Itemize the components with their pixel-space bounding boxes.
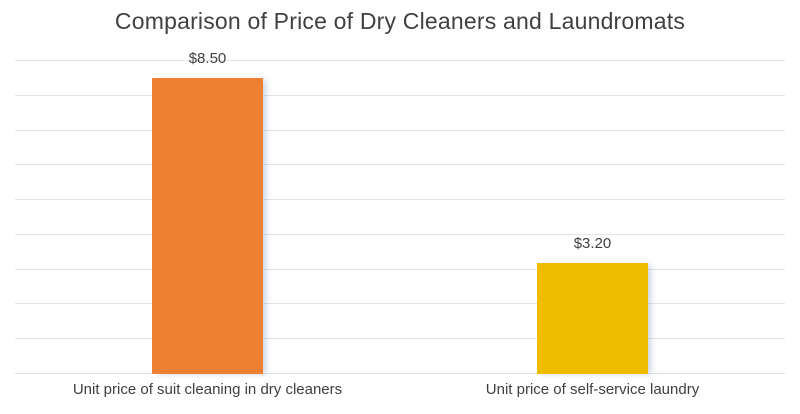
- data-label-self-service-laundry: $3.20: [573, 234, 612, 252]
- bar-slot-dry-cleaners: $8.50: [152, 50, 263, 374]
- gridline: [15, 268, 785, 270]
- data-label-dry-cleaners: $8.50: [188, 50, 227, 68]
- gridline: [15, 129, 785, 131]
- gridline: [15, 94, 785, 96]
- gridline: [15, 303, 785, 305]
- gridline: [15, 164, 785, 166]
- chart-title: Comparison of Price of Dry Cleaners and …: [114, 8, 686, 34]
- plot-area: $8.50 $3.20: [15, 50, 785, 374]
- gridline: [15, 60, 785, 61]
- gridline: [15, 338, 785, 340]
- category-axis: Unit price of suit cleaning in dry clean…: [15, 381, 785, 399]
- x-axis-line: [15, 373, 785, 374]
- category-label-dry-cleaners: Unit price of suit cleaning in dry clean…: [72, 381, 343, 398]
- bar-self-service-laundry[interactable]: [537, 262, 648, 374]
- category-label-self-service-laundry: Unit price of self-service laundry: [485, 381, 700, 398]
- gridline: [15, 233, 785, 235]
- bar-dry-cleaners[interactable]: [152, 78, 263, 374]
- bar-slot-self-service-laundry: $3.20: [537, 61, 648, 374]
- gridline: [15, 199, 785, 201]
